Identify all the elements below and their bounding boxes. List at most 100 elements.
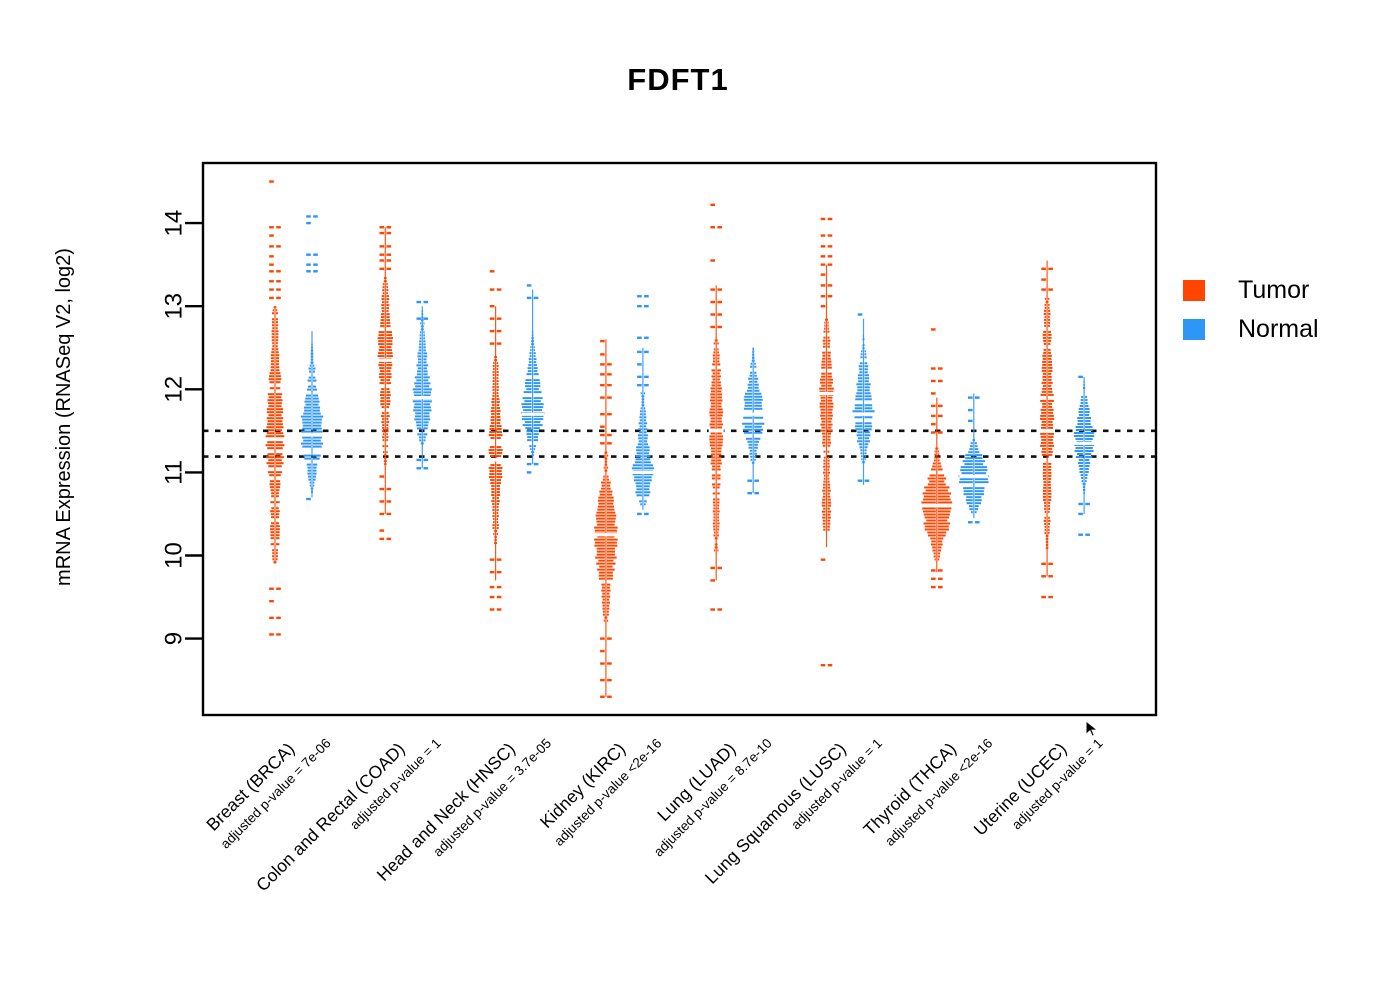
- violin-tumor-2-row: [496, 434, 503, 437]
- violin-tumor-2-row: [492, 371, 495, 374]
- violin-tumor-0-row: [267, 423, 274, 426]
- violin-tumor-0-row: [271, 516, 274, 519]
- violin-tumor-2-row: [496, 500, 500, 503]
- violin-tumor-5-row: [827, 357, 831, 360]
- violin-normal-1-row: [423, 370, 428, 373]
- violin-tumor-3-row: [606, 601, 610, 604]
- violin-tumor-1-row: [386, 304, 390, 307]
- violin-normal-0-outlier-dash: [313, 270, 318, 273]
- violin-normal-2-row: [528, 358, 532, 361]
- violin-normal-2-row: [531, 340, 535, 343]
- violin-tumor-4-outlier-dash: [717, 288, 722, 291]
- violin-tumor-5-row: [827, 510, 832, 513]
- violin-normal-6-row: [974, 508, 979, 511]
- violin-tumor-2-row: [496, 416, 501, 419]
- violin-normal-3-row: [631, 467, 642, 470]
- violin-tumor-6-row: [937, 522, 951, 525]
- violin-tumor-5-row: [827, 420, 832, 423]
- violin-tumor-5-row: [822, 519, 826, 522]
- violin-tumor-0-row: [276, 528, 280, 531]
- violin-normal-4-row: [747, 383, 753, 386]
- violin-normal-5-row: [856, 383, 863, 386]
- violin-tumor-7-row: [1048, 435, 1054, 438]
- violin-tumor-3-row: [606, 517, 616, 520]
- violin-tumor-5-row: [822, 351, 826, 354]
- violin-tumor-6-outlier-dash: [931, 431, 936, 434]
- violin-tumor-1-row: [380, 400, 385, 403]
- violin-normal-2-outlier-dash: [526, 296, 532, 300]
- violin-normal-2-median-gap: [521, 412, 544, 416]
- violin-tumor-4-row: [717, 420, 722, 423]
- violin-tumor-2-row: [496, 422, 501, 425]
- violin-tumor-0-row: [276, 309, 278, 312]
- violin-normal-7-row: [1085, 467, 1089, 470]
- violin-tumor-2-outlier-dash: [496, 608, 502, 611]
- violin-normal-3-row: [635, 491, 642, 494]
- violin-tumor-2-outlier-dash: [496, 595, 502, 599]
- violin-normal-7-row: [1085, 395, 1088, 398]
- violin-tumor-5-row: [827, 480, 830, 483]
- violin-tumor-3-outlier-dash: [600, 363, 605, 366]
- violin-tumor-1-row: [379, 394, 385, 397]
- violin-tumor-7-row: [1048, 312, 1051, 315]
- violin-tumor-6-row: [931, 468, 936, 471]
- violin-tumor-5-row: [822, 441, 826, 444]
- violin-normal-3-row: [643, 503, 646, 506]
- violin-tumor-5-row: [827, 465, 830, 468]
- violin-normal-5-spine: [862, 318, 865, 485]
- violin-tumor-5-row: [827, 372, 832, 375]
- violin-tumor-5-row: [827, 408, 833, 411]
- violin-tumor-1-row: [386, 346, 392, 349]
- violin-tumor-7-row: [1041, 453, 1047, 456]
- violin-tumor-1-row: [386, 373, 392, 376]
- violin-normal-1-row: [420, 322, 422, 325]
- violin-normal-0-row: [300, 442, 311, 445]
- violin-tumor-7-row: [1041, 366, 1047, 369]
- violin-tumor-3-outlier-dash: [600, 649, 605, 653]
- violin-tumor-2-row: [496, 482, 501, 485]
- violin-tumor-1-row: [386, 349, 392, 352]
- violin-normal-2-row: [533, 448, 536, 451]
- violin-tumor-0-row: [276, 399, 283, 402]
- violin-normal-4-row: [749, 449, 753, 452]
- violin-tumor-6-row: [937, 555, 940, 558]
- violin-normal-6-row: [974, 457, 983, 460]
- violin-tumor-1-row: [382, 433, 385, 436]
- violin-tumor-0-row: [276, 534, 280, 537]
- violin-normal-1-row: [423, 331, 425, 334]
- violin-tumor-0-row: [276, 501, 280, 504]
- violin-tumor-3-outlier-dash: [600, 637, 605, 640]
- violin-tumor-6-row: [932, 546, 936, 549]
- violin-normal-5-row: [857, 377, 863, 380]
- violin-normal-0-row: [310, 349, 314, 352]
- violin-tumor-2-row: [496, 455, 502, 458]
- violin-tumor-2-row: [496, 386, 499, 389]
- violin-tumor-0-row: [266, 417, 274, 420]
- violin-tumor-5-row: [819, 387, 826, 390]
- violin-normal-7-row: [1078, 407, 1084, 410]
- violin-tumor-0-row: [276, 444, 285, 447]
- violin-tumor-5-row: [827, 468, 830, 471]
- violin-tumor-2-row: [496, 362, 499, 365]
- violin-normal-7-row: [1074, 449, 1084, 452]
- violin-tumor-0-outlier-dash: [276, 245, 281, 248]
- violin-normal-0-row: [313, 469, 317, 472]
- violin-normal-0-row: [309, 481, 311, 484]
- violin-tumor-0-outlier-dash: [269, 263, 274, 266]
- violin-normal-3-row: [632, 473, 642, 476]
- violin-normal-4-row: [754, 407, 763, 410]
- violin-normal-0-row: [307, 472, 311, 475]
- violin-tumor-1-row: [378, 361, 385, 364]
- violin-normal-0-row: [313, 409, 320, 412]
- violin-normal-1-row: [423, 364, 429, 367]
- violin-tumor-1-row: [386, 436, 389, 439]
- violin-normal-3-row: [636, 446, 642, 449]
- violin-tumor-6-row: [924, 528, 936, 531]
- violin-tumor-4-row: [713, 516, 716, 519]
- violin-tumor-3-row: [606, 481, 611, 484]
- violin-tumor-0-row: [276, 408, 284, 411]
- violin-tumor-5-row: [820, 423, 826, 426]
- violin-normal-0-row: [313, 421, 322, 424]
- violin-tumor-1-outlier-dash: [386, 487, 392, 491]
- violin-normal-1-row: [423, 406, 431, 409]
